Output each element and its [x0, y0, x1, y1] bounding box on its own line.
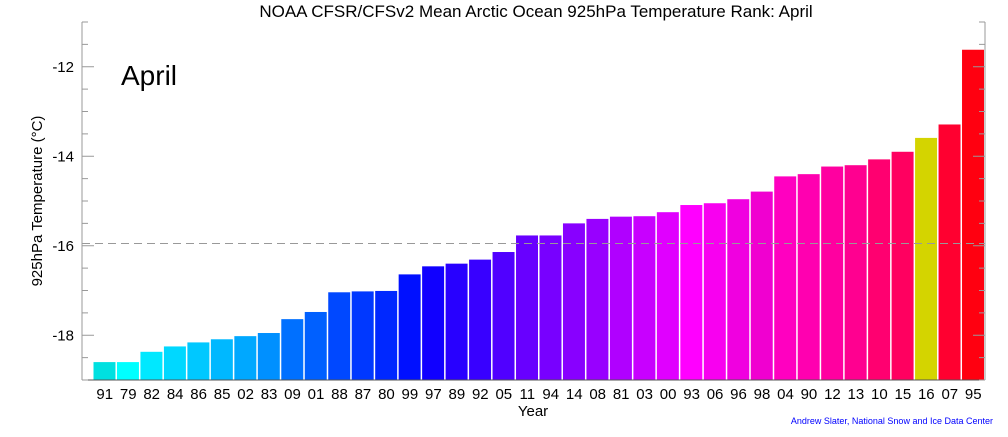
- bar-85: [210, 339, 233, 380]
- x-tick-label: 89: [448, 386, 465, 403]
- bar-89: [445, 263, 468, 380]
- x-tick-label: 03: [636, 386, 653, 403]
- x-tick-label: 15: [894, 386, 911, 403]
- bar-06: [703, 203, 726, 380]
- x-tick-label: 79: [120, 386, 137, 403]
- x-tick-label: 98: [754, 386, 771, 403]
- x-tick-label: 94: [542, 386, 559, 403]
- bar-07: [938, 124, 961, 380]
- x-tick-label: 14: [566, 386, 583, 403]
- bar-95: [962, 49, 984, 381]
- x-tick-label: 06: [707, 386, 724, 403]
- bar-90: [797, 174, 820, 380]
- bar-12: [821, 166, 844, 380]
- bar-02: [234, 336, 257, 380]
- x-tick-label: 11: [519, 386, 535, 403]
- bar-16: [915, 137, 938, 380]
- x-tick-label: 88: [331, 386, 348, 403]
- x-tick-label: 95: [965, 386, 982, 403]
- x-tick-label: 93: [683, 386, 700, 403]
- x-tick-label: 01: [308, 386, 325, 403]
- bar-00: [656, 212, 679, 380]
- x-tick-label: 16: [918, 386, 935, 403]
- y-tick-label: -18: [52, 327, 74, 344]
- x-tick-label: 91: [96, 386, 113, 403]
- bar-86: [187, 342, 210, 380]
- bar-01: [304, 311, 327, 380]
- x-tick-label: 13: [848, 386, 865, 403]
- credit-text: Andrew Slater, National Snow and Ice Dat…: [791, 416, 993, 426]
- x-tick-label: 81: [613, 386, 630, 403]
- bar-82: [140, 351, 163, 380]
- bar-14: [562, 223, 585, 380]
- x-tick-label: 09: [284, 386, 301, 403]
- bar-83: [257, 333, 280, 380]
- bar-91: [93, 362, 116, 380]
- x-tick-label: 84: [167, 386, 184, 403]
- x-tick-label: 10: [871, 386, 888, 403]
- bar-15: [891, 151, 914, 380]
- x-tick-label: 87: [355, 386, 372, 403]
- bar-92: [469, 259, 492, 380]
- bar-97: [422, 266, 445, 380]
- y-tick-label: -12: [52, 59, 74, 76]
- month-annotation: April: [121, 60, 177, 91]
- bar-10: [868, 159, 891, 380]
- x-tick-label: 05: [495, 386, 512, 403]
- bar-96: [727, 199, 750, 380]
- x-tick-label: 12: [824, 386, 841, 403]
- y-tick-label: -16: [52, 238, 74, 255]
- y-axis-label: 925hPa Temperature (°C): [29, 116, 46, 287]
- x-tick-label: 99: [402, 386, 419, 403]
- x-tick-label: 80: [378, 386, 395, 403]
- bar-08: [586, 218, 609, 380]
- bar-87: [351, 291, 374, 380]
- bar-93: [680, 205, 703, 380]
- bar-03: [633, 216, 656, 380]
- bar-13: [844, 165, 867, 380]
- bar-84: [163, 346, 186, 380]
- bar-09: [281, 319, 304, 380]
- bar-05: [492, 252, 515, 380]
- x-axis-label: Year: [518, 403, 548, 420]
- x-tick-label: 86: [190, 386, 207, 403]
- bar-79: [116, 362, 139, 380]
- bar-98: [750, 191, 773, 380]
- x-tick-label: 04: [777, 386, 794, 403]
- bar-88: [328, 292, 351, 380]
- x-tick-label: 96: [730, 386, 747, 403]
- x-tick-label: 97: [425, 386, 442, 403]
- x-tick-label: 85: [214, 386, 231, 403]
- bar-04: [774, 176, 797, 380]
- bar-11: [516, 235, 538, 380]
- x-tick-label: 08: [589, 386, 606, 403]
- bar-80: [375, 290, 398, 380]
- chart-title: NOAA CFSR/CFSv2 Mean Arctic Ocean 925hPa…: [259, 2, 812, 21]
- x-tick-label: 92: [472, 386, 489, 403]
- bar-94: [539, 235, 562, 380]
- x-tick-label: 07: [941, 386, 958, 403]
- bar-99: [398, 274, 421, 380]
- x-tick-label: 02: [237, 386, 254, 403]
- bar-81: [609, 216, 632, 380]
- x-tick-label: 82: [143, 386, 160, 403]
- x-tick-label: 00: [660, 386, 677, 403]
- x-tick-label: 90: [801, 386, 818, 403]
- x-tick-label: 83: [261, 386, 278, 403]
- y-tick-label: -14: [52, 148, 74, 165]
